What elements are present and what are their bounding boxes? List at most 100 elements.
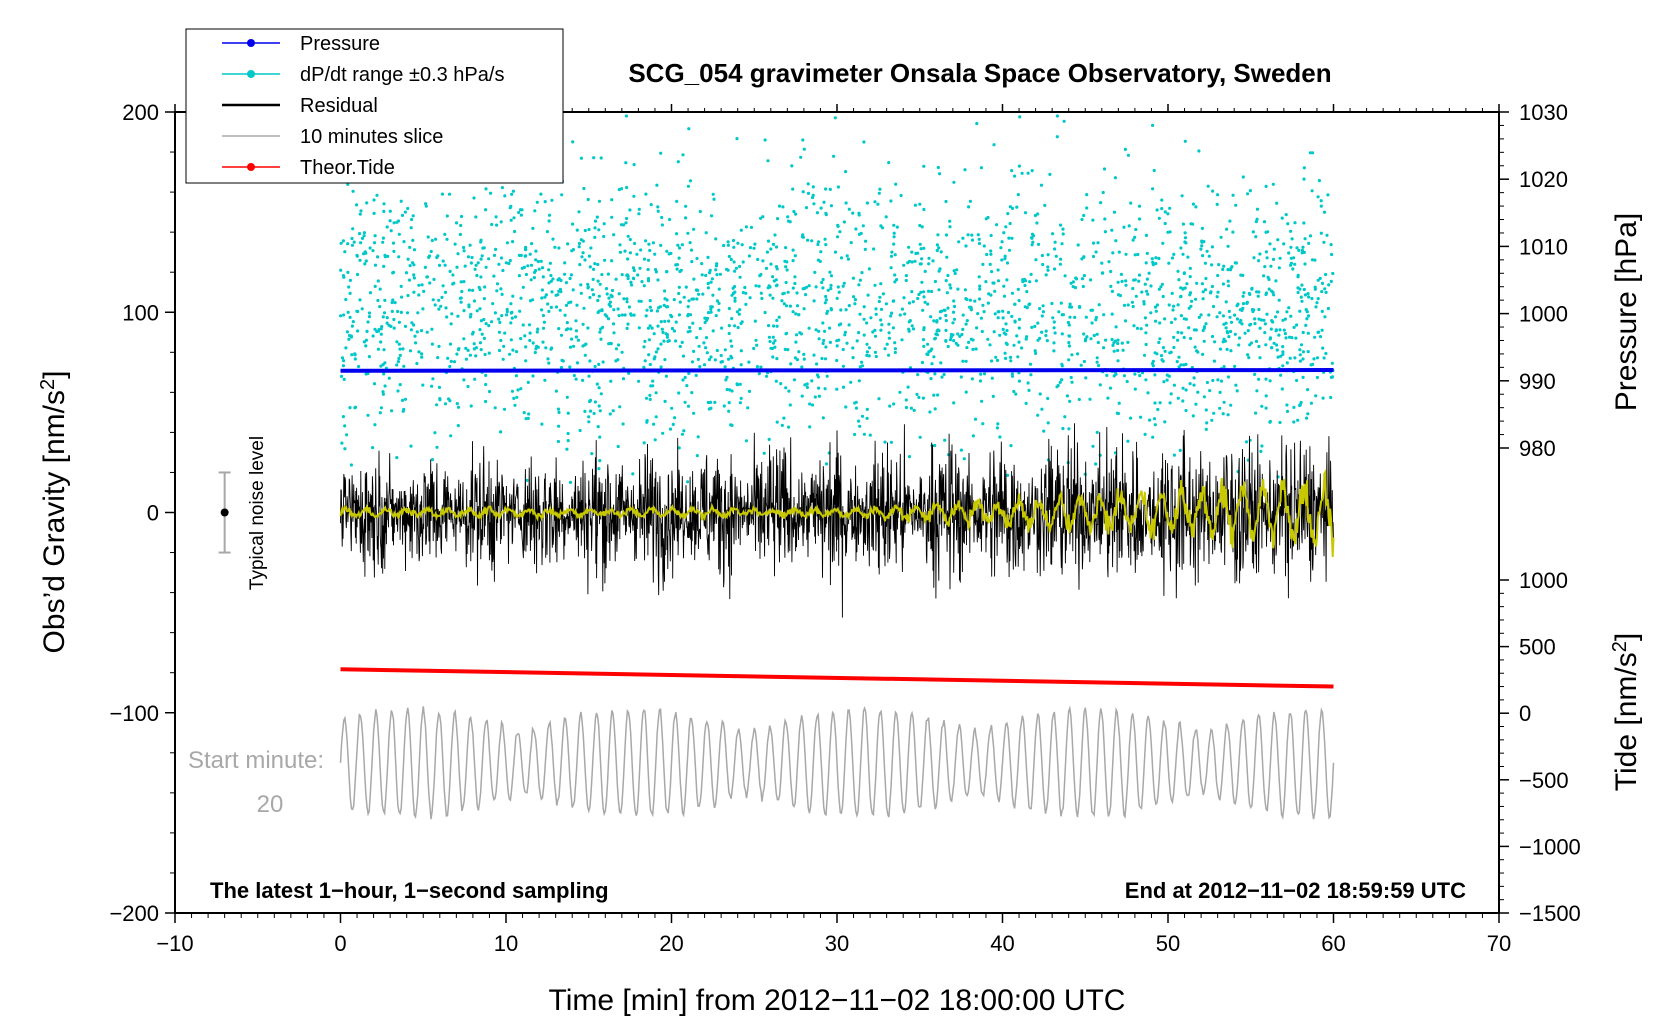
dpdt-point	[406, 293, 410, 298]
dpdt-point	[1224, 321, 1228, 325]
dpdt-point	[601, 325, 605, 329]
dpdt-point	[1247, 291, 1251, 296]
dpdt-point	[345, 330, 349, 334]
dpdt-point	[1142, 353, 1147, 357]
dpdt-point	[1221, 314, 1225, 318]
dpdt-point	[421, 383, 425, 387]
dpdt-point	[363, 262, 367, 266]
dpdt-point	[371, 334, 375, 338]
dpdt-point	[606, 272, 611, 276]
dpdt-point	[590, 452, 594, 456]
dpdt-point	[936, 165, 940, 170]
dpdt-point	[862, 333, 866, 337]
dpdt-point	[1276, 238, 1280, 242]
dpdt-point	[817, 329, 821, 333]
dpdt-point	[1237, 336, 1242, 340]
dpdt-point	[828, 270, 832, 274]
dpdt-point	[865, 350, 870, 354]
dpdt-point	[596, 298, 600, 303]
dpdt-point	[542, 320, 547, 324]
dpdt-point	[608, 300, 613, 304]
dpdt-point	[492, 253, 497, 257]
dpdt-point	[433, 431, 437, 435]
dpdt-point	[1290, 237, 1294, 241]
dpdt-point	[887, 353, 891, 357]
dpdt-point	[528, 331, 532, 335]
dpdt-point	[1302, 177, 1306, 181]
dpdt-point	[971, 434, 976, 438]
dpdt-point	[408, 349, 413, 353]
dpdt-point	[860, 360, 864, 364]
dpdt-point	[964, 244, 968, 248]
dpdt-point	[1158, 337, 1162, 341]
dpdt-point	[784, 386, 788, 390]
dpdt-point	[682, 429, 686, 433]
dpdt-point	[504, 261, 508, 265]
x-tick-label: −10	[156, 931, 193, 956]
legend-label: Residual	[300, 95, 378, 117]
dpdt-point	[738, 401, 743, 405]
dpdt-point	[1294, 336, 1298, 340]
dpdt-point	[618, 250, 623, 254]
dpdt-point	[1030, 169, 1034, 173]
dpdt-point	[616, 444, 620, 449]
dpdt-point	[1208, 389, 1212, 393]
dpdt-point	[677, 291, 681, 296]
dpdt-point	[811, 185, 815, 189]
dpdt-point	[1165, 378, 1169, 382]
dpdt-point	[543, 200, 547, 204]
dpdt-point	[820, 356, 824, 361]
dpdt-point	[531, 226, 535, 230]
dpdt-point	[1058, 380, 1062, 384]
dpdt-point	[1036, 338, 1040, 342]
dpdt-point	[889, 440, 894, 444]
dpdt-point	[1241, 306, 1245, 310]
dpdt-point	[515, 395, 519, 399]
dpdt-point	[440, 192, 445, 196]
dpdt-point	[518, 309, 522, 313]
dpdt-point	[625, 185, 629, 190]
dpdt-point	[992, 281, 996, 285]
dpdt-point	[359, 209, 363, 213]
dpdt-point	[1283, 317, 1287, 321]
dpdt-point	[541, 275, 545, 279]
dpdt-point	[738, 264, 742, 269]
dpdt-point	[423, 265, 427, 269]
dpdt-point	[1154, 309, 1158, 313]
dpdt-point	[625, 216, 629, 221]
dpdt-point	[1062, 119, 1066, 123]
dpdt-point	[578, 263, 582, 267]
dpdt-point	[1329, 279, 1333, 283]
dpdt-point	[776, 217, 780, 221]
dpdt-point	[892, 231, 896, 235]
dpdt-point	[1320, 309, 1324, 313]
dpdt-point	[541, 340, 545, 344]
dpdt-point	[810, 379, 814, 383]
dpdt-point	[863, 247, 867, 251]
dpdt-point	[1137, 279, 1141, 283]
dpdt-point	[1176, 330, 1180, 334]
dpdt-point	[1204, 408, 1208, 412]
dpdt-point	[346, 242, 350, 246]
dpdt-point	[1131, 238, 1135, 242]
dpdt-point	[1010, 236, 1014, 240]
dpdt-point	[1034, 279, 1038, 283]
dpdt-point	[1247, 356, 1251, 360]
dpdt-point	[339, 374, 344, 378]
dpdt-point	[574, 319, 578, 323]
left-tick-label: −100	[109, 701, 159, 726]
dpdt-point	[487, 324, 491, 328]
dpdt-point	[393, 301, 397, 305]
dpdt-point	[637, 379, 641, 383]
dpdt-point	[1010, 314, 1014, 318]
dpdt-point	[1143, 282, 1147, 286]
dpdt-point	[1069, 375, 1073, 380]
dpdt-point	[895, 278, 899, 282]
dpdt-point	[523, 254, 527, 258]
dpdt-point	[636, 273, 640, 277]
dpdt-point	[906, 385, 910, 389]
dpdt-point	[501, 268, 505, 273]
dpdt-point	[1111, 251, 1115, 255]
dpdt-point	[832, 154, 836, 158]
dpdt-point	[1285, 361, 1289, 365]
